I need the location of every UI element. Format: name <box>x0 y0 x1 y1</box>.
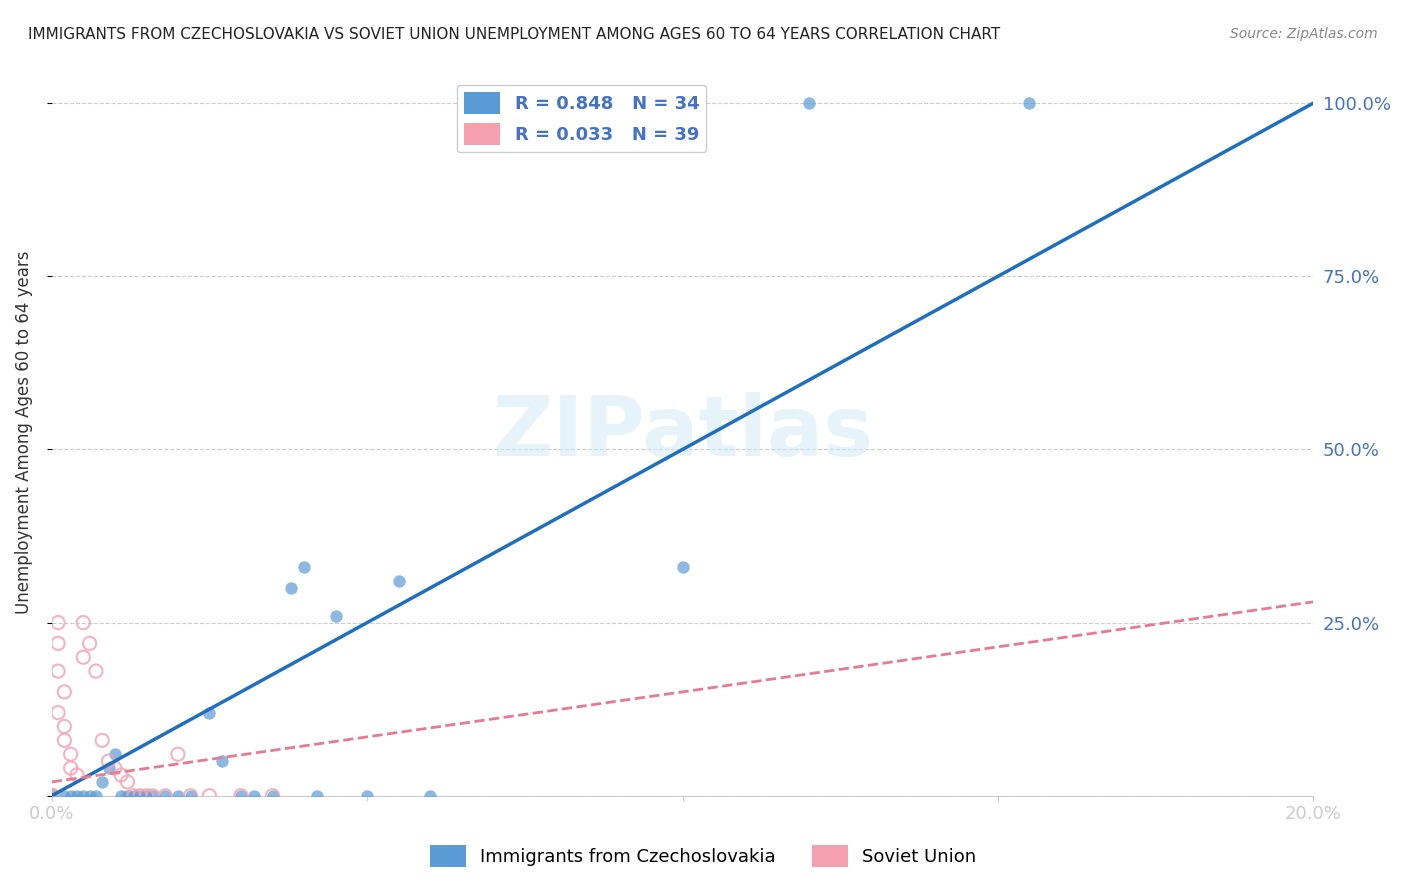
Point <box>129 789 152 803</box>
Point <box>229 789 252 803</box>
Point <box>242 789 264 803</box>
Point <box>41 789 63 803</box>
Text: ZIPatlas: ZIPatlas <box>492 392 873 473</box>
Point <box>66 789 89 803</box>
Point <box>262 789 284 803</box>
Point <box>229 789 252 803</box>
Point <box>122 789 145 803</box>
Point <box>155 789 177 803</box>
Point <box>46 636 69 650</box>
Legend: R = 0.848   N = 34, R = 0.033   N = 39: R = 0.848 N = 34, R = 0.033 N = 39 <box>457 85 706 153</box>
Point <box>262 789 284 803</box>
Point <box>72 789 94 803</box>
Point <box>41 789 63 803</box>
Point <box>167 789 190 803</box>
Point <box>388 574 411 588</box>
Point <box>110 768 132 782</box>
Point <box>41 789 63 803</box>
Point <box>41 789 63 803</box>
Point <box>135 789 157 803</box>
Point <box>53 789 76 803</box>
Point <box>46 664 69 678</box>
Point <box>142 789 165 803</box>
Point <box>135 789 157 803</box>
Point <box>325 608 347 623</box>
Point <box>117 775 139 789</box>
Point <box>198 789 221 803</box>
Point <box>91 775 114 789</box>
Point <box>292 560 315 574</box>
Point <box>59 747 82 762</box>
Point <box>356 789 378 803</box>
Point <box>41 789 63 803</box>
Point <box>305 789 328 803</box>
Point <box>167 747 190 762</box>
Point <box>41 789 63 803</box>
Point <box>53 685 76 699</box>
Point <box>104 747 127 762</box>
Point <box>180 789 202 803</box>
Point <box>280 581 302 595</box>
Point <box>1018 96 1040 111</box>
Point <box>59 761 82 775</box>
Point <box>419 789 441 803</box>
Point <box>142 789 165 803</box>
Point <box>117 789 139 803</box>
Point <box>84 789 107 803</box>
Point <box>41 789 63 803</box>
Point <box>53 733 76 747</box>
Point <box>79 636 101 650</box>
Point <box>671 560 693 574</box>
Text: IMMIGRANTS FROM CZECHOSLOVAKIA VS SOVIET UNION UNEMPLOYMENT AMONG AGES 60 TO 64 : IMMIGRANTS FROM CZECHOSLOVAKIA VS SOVIET… <box>28 27 1001 42</box>
Point <box>66 768 89 782</box>
Point <box>41 789 63 803</box>
Point <box>155 789 177 803</box>
Text: Source: ZipAtlas.com: Source: ZipAtlas.com <box>1230 27 1378 41</box>
Point <box>91 733 114 747</box>
Point <box>84 664 107 678</box>
Point <box>104 761 127 775</box>
Legend: Immigrants from Czechoslovakia, Soviet Union: Immigrants from Czechoslovakia, Soviet U… <box>422 838 984 874</box>
Point <box>72 615 94 630</box>
Point <box>41 789 63 803</box>
Point <box>198 706 221 720</box>
Point <box>53 719 76 733</box>
Point <box>59 789 82 803</box>
Point <box>41 789 63 803</box>
Point <box>97 761 120 775</box>
Point <box>41 789 63 803</box>
Point <box>46 706 69 720</box>
Point <box>97 754 120 768</box>
Point <box>110 789 132 803</box>
Point <box>122 789 145 803</box>
Y-axis label: Unemployment Among Ages 60 to 64 years: Unemployment Among Ages 60 to 64 years <box>15 251 32 614</box>
Point <box>46 615 69 630</box>
Point <box>797 96 820 111</box>
Point <box>72 650 94 665</box>
Point <box>180 789 202 803</box>
Point <box>129 789 152 803</box>
Point <box>211 754 233 768</box>
Point <box>79 789 101 803</box>
